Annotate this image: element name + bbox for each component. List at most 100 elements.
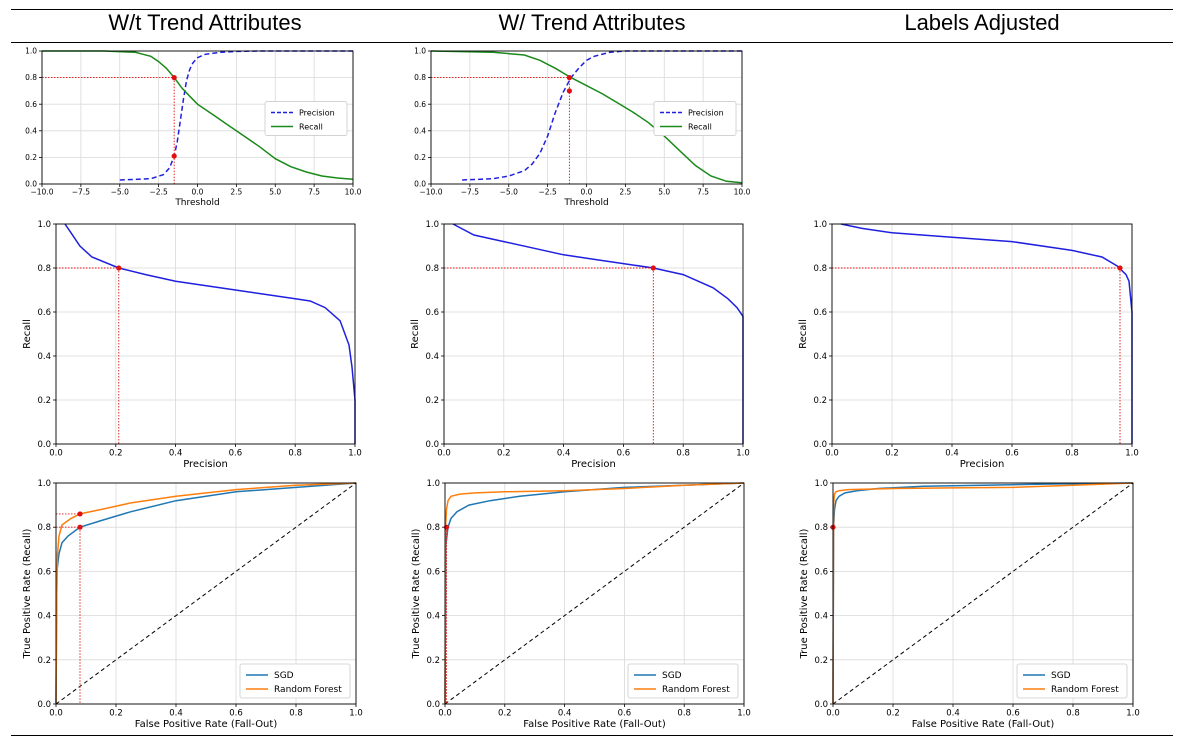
chart-pr-3: 0.0 0.2 0.4 0.6 0.8 1.0 0.0 0.2 0.4 0.6 0.8 1.0 Prec… bbox=[798, 220, 1139, 470]
y-tick-label: 1.0 bbox=[25, 47, 37, 56]
y-tick-label: 1.0 bbox=[37, 220, 51, 230]
y-tick-label: 0.8 bbox=[814, 523, 828, 533]
plot-frame bbox=[55, 223, 356, 445]
y-tick-label: 0.4 bbox=[426, 612, 440, 622]
series-random-forest bbox=[444, 482, 745, 705]
y-tick-label: 0.2 bbox=[813, 396, 827, 406]
legend-label: Random Forest bbox=[274, 685, 342, 695]
y-tick-label: 0.2 bbox=[426, 656, 440, 666]
x-axis-label: Precision bbox=[183, 459, 228, 470]
x-tick-label: 0.8 bbox=[676, 449, 690, 459]
series-precision bbox=[119, 50, 353, 181]
y-axis-label: True Positive Rate (Recall) bbox=[799, 528, 810, 659]
y-tick-label: 1.0 bbox=[414, 47, 426, 56]
y-tick-label: 0.0 bbox=[37, 700, 51, 710]
y-tick-label: 0.0 bbox=[37, 440, 51, 450]
plot-frame bbox=[41, 50, 354, 185]
x-tick-label: 0.4 bbox=[558, 709, 572, 719]
x-tick-label: 10.0 bbox=[734, 188, 751, 197]
y-tick-label: 0.8 bbox=[37, 523, 51, 533]
x-tick-label: 0.8 bbox=[677, 709, 691, 719]
y-tick-label: 0.0 bbox=[426, 700, 440, 710]
x-tick-label: 0.4 bbox=[945, 449, 959, 459]
legend-label: Random Forest bbox=[662, 685, 730, 695]
x-tick-label: 1.0 bbox=[1126, 709, 1140, 719]
x-tick-label: 0.0 bbox=[437, 449, 451, 459]
x-tick-label: 0.0 bbox=[581, 188, 593, 197]
x-tick-label: −2.5 bbox=[539, 188, 557, 197]
y-tick-label: 0.8 bbox=[25, 73, 37, 82]
y-axis-label: Recall bbox=[410, 319, 421, 349]
reference-marker bbox=[116, 265, 122, 271]
x-axis-label: False Positive Rate (Fall-Out) bbox=[912, 719, 1055, 730]
x-tick-label: −7.5 bbox=[461, 188, 479, 197]
x-tick-label: 0.0 bbox=[49, 709, 63, 719]
x-tick-label: 2.5 bbox=[230, 188, 242, 197]
y-tick-label: 0.4 bbox=[25, 126, 37, 135]
y-tick-label: 0.0 bbox=[813, 440, 827, 450]
series-curve bbox=[840, 223, 1133, 444]
y-tick-label: 1.0 bbox=[426, 479, 440, 489]
x-tick-label: 1.0 bbox=[348, 449, 362, 459]
y-tick-label: 0.2 bbox=[37, 396, 51, 406]
series-recall bbox=[430, 50, 743, 184]
chart-pr-2: 0.0 0.2 0.4 0.6 0.8 1.0 0.0 0.2 0.4 0.6 0.8 1.0 Prec… bbox=[410, 220, 750, 470]
reference-marker bbox=[171, 75, 177, 81]
x-tick-label: 0.2 bbox=[886, 709, 900, 719]
y-tick-label: 0.8 bbox=[426, 523, 440, 533]
x-axis-label: Threshold bbox=[563, 198, 608, 208]
x-tick-label: −10.0 bbox=[420, 188, 443, 197]
y-tick-label: 1.0 bbox=[425, 220, 439, 230]
y-tick-label: 0.6 bbox=[426, 567, 440, 577]
random-baseline-diagonal bbox=[832, 482, 1134, 705]
y-tick-label: 0.2 bbox=[414, 153, 426, 162]
y-tick-label: 0.6 bbox=[25, 100, 37, 109]
chart-roc-1: 0.0 0.2 0.4 0.6 0.8 1.0 0.0 0.2 0.4 0.6 0.8 1.0 Fals… bbox=[22, 479, 363, 730]
legend-label: Precision bbox=[688, 108, 724, 117]
x-tick-label: 0.0 bbox=[825, 449, 839, 459]
y-tick-label: 0.8 bbox=[37, 264, 51, 274]
x-tick-label: 0.6 bbox=[617, 449, 631, 459]
x-tick-label: 7.5 bbox=[697, 188, 709, 197]
legend-label: Recall bbox=[299, 122, 323, 131]
x-tick-label: 0.0 bbox=[826, 709, 840, 719]
series-random-forest bbox=[832, 482, 1134, 705]
y-axis-label: Recall bbox=[22, 319, 33, 349]
x-tick-label: 0.8 bbox=[288, 449, 302, 459]
column-title-2: W/ Trend Attributes bbox=[498, 10, 686, 35]
header-rule bbox=[11, 42, 1173, 43]
x-tick-label: −5.0 bbox=[111, 188, 129, 197]
x-tick-label: −10.0 bbox=[31, 188, 54, 197]
reference-marker bbox=[77, 524, 83, 530]
plot-frame bbox=[444, 482, 745, 705]
series-sgd bbox=[55, 482, 357, 705]
x-axis-label: False Positive Rate (Fall-Out) bbox=[523, 719, 666, 730]
x-tick-label: 0.6 bbox=[618, 709, 632, 719]
column-title-1: W/t Trend Attributes bbox=[108, 10, 302, 35]
x-tick-label: 5.0 bbox=[658, 188, 670, 197]
plot-frame bbox=[430, 50, 743, 185]
y-tick-label: 1.0 bbox=[37, 479, 51, 489]
x-tick-label: 0.0 bbox=[438, 709, 452, 719]
x-tick-label: 0.4 bbox=[557, 449, 571, 459]
y-tick-label: 0.4 bbox=[37, 612, 51, 622]
y-tick-label: 0.0 bbox=[425, 440, 439, 450]
y-tick-label: 0.0 bbox=[814, 700, 828, 710]
series-curve bbox=[64, 223, 356, 444]
legend-label: Recall bbox=[688, 122, 712, 131]
x-tick-label: 0.4 bbox=[169, 709, 183, 719]
chart-roc-2: 0.0 0.2 0.4 0.6 0.8 1.0 0.0 0.2 0.4 0.6 0.8 1.0 Fals… bbox=[411, 479, 751, 730]
series-curve bbox=[452, 223, 744, 444]
legend-label: SGD bbox=[274, 671, 294, 681]
reference-marker bbox=[566, 75, 572, 81]
plot-frame bbox=[831, 223, 1133, 445]
y-tick-label: 1.0 bbox=[814, 479, 828, 489]
legend-label: Random Forest bbox=[1051, 685, 1119, 695]
y-tick-label: 0.2 bbox=[425, 396, 439, 406]
reference-marker bbox=[650, 265, 656, 271]
y-tick-label: 0.4 bbox=[814, 612, 828, 622]
x-tick-label: 0.0 bbox=[192, 188, 204, 197]
reference-marker bbox=[77, 511, 83, 517]
y-tick-label: 0.2 bbox=[25, 153, 37, 162]
